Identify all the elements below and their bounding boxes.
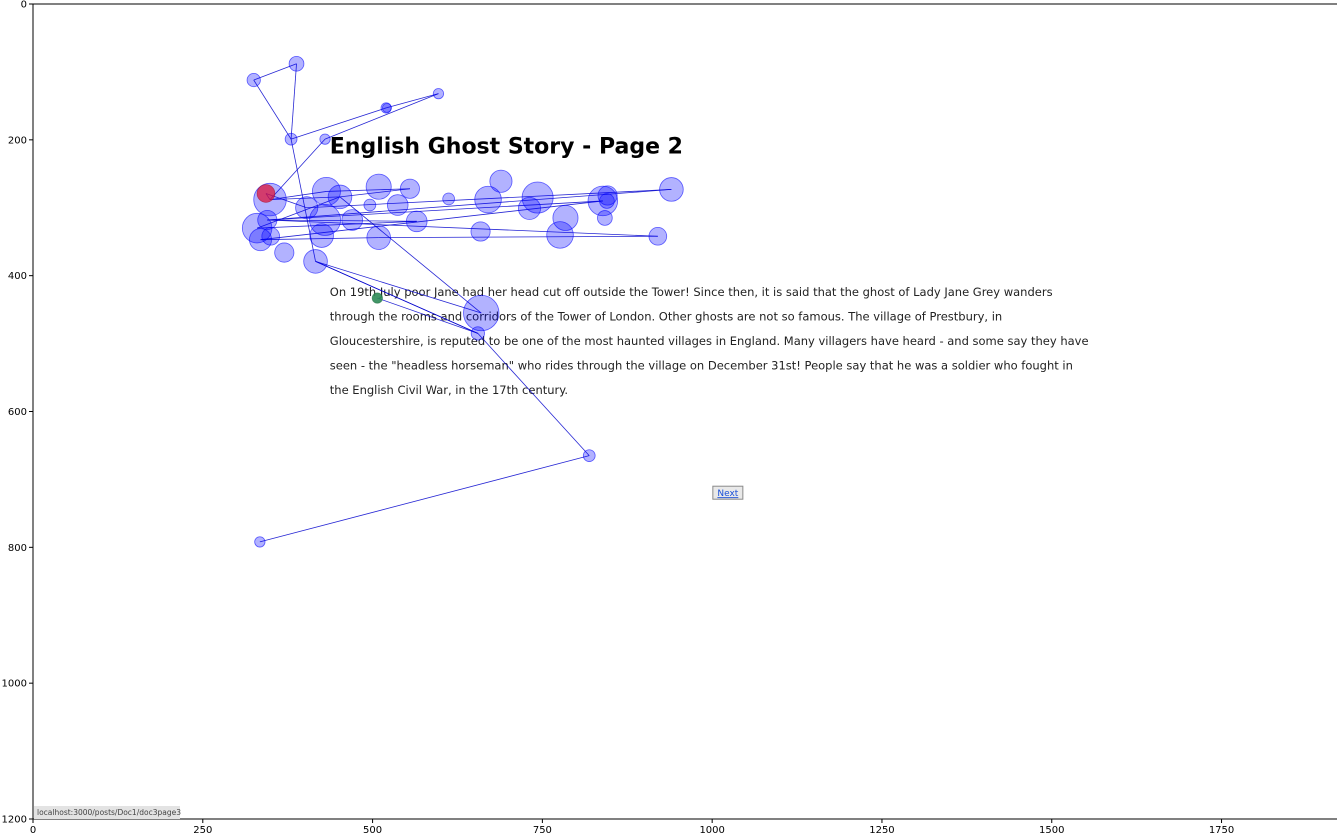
body-line: On 19th July poor Jane had her head cut …	[330, 285, 1053, 299]
y-tick-label: 400	[8, 271, 27, 282]
scanpath-segment	[315, 261, 479, 334]
x-tick-label: 1000	[699, 825, 724, 836]
fixation-point	[327, 184, 353, 210]
body-line: seen - the "headless horseman" who rides…	[330, 358, 1073, 372]
fixation-point	[463, 294, 500, 332]
scanpath-segment	[253, 79, 292, 140]
status-url: localhost:3000/posts/Doc1/doc3page3	[37, 808, 181, 817]
fixation-point	[274, 242, 295, 263]
fixation-point	[309, 204, 341, 236]
y-tick-label: 800	[8, 543, 27, 554]
body-line: Gloucestershire, is reputed to be one of…	[330, 334, 1089, 348]
y-tick-label: 200	[8, 135, 27, 146]
scanpath-segment	[257, 220, 417, 229]
fixation-point	[599, 193, 615, 209]
fixation-point	[241, 212, 273, 244]
scanpath-segment	[267, 219, 658, 237]
y-tick-label: 0	[21, 0, 27, 11]
next-button-box[interactable]	[712, 485, 744, 500]
y-tick-label: 1000	[2, 679, 27, 690]
scanpath-segment	[290, 107, 387, 140]
fixation-point	[246, 73, 261, 88]
fixation-point	[365, 173, 392, 200]
x-tick-label: 750	[533, 825, 552, 836]
fixation-point	[597, 185, 618, 206]
fixation-point	[254, 536, 266, 548]
fixation-point	[546, 221, 574, 249]
fixation-point	[521, 181, 554, 214]
fixation-point	[363, 198, 377, 212]
fixation-point	[311, 176, 341, 206]
fixation-point	[517, 196, 541, 220]
fixation-point	[474, 185, 502, 214]
fixation-point	[582, 449, 596, 462]
fixation-point	[366, 225, 391, 250]
fixation-point	[341, 209, 363, 231]
fixation-start-point	[371, 292, 383, 304]
fixation-point	[597, 210, 613, 226]
fixation-point	[659, 177, 684, 202]
fixation-point	[442, 192, 455, 206]
x-tick-label: 1250	[869, 825, 894, 836]
status-bar	[34, 806, 180, 819]
fixation-point	[386, 194, 409, 216]
scanpath-segment	[324, 93, 439, 140]
fixation-point	[489, 169, 513, 193]
x-tick-label: 250	[193, 825, 212, 836]
y-tick-label: 600	[8, 407, 27, 418]
fixation-point	[319, 133, 331, 145]
page-content: English Ghost Story - Page 2 On 19th Jul…	[34, 134, 1089, 819]
x-tick-label: 1750	[1209, 825, 1234, 836]
scanpath-segment	[290, 63, 297, 140]
page-body-text: On 19th July poor Jane had her head cut …	[330, 285, 1089, 397]
fixation-point	[288, 55, 305, 72]
fixation-point	[648, 226, 668, 246]
next-button-label[interactable]: Next	[717, 489, 738, 499]
fixation-points	[241, 55, 684, 548]
scanpath-segment	[386, 93, 439, 109]
fixation-point	[470, 221, 491, 242]
fixation-point	[257, 209, 278, 230]
page-title: English Ghost Story - Page 2	[330, 134, 683, 159]
fixation-point	[303, 249, 328, 274]
fixation-point	[399, 178, 420, 199]
fixation-point	[587, 185, 619, 217]
fixation-point	[309, 223, 334, 248]
fixation-point	[284, 132, 298, 146]
fixation-point	[552, 204, 579, 231]
fixation-point	[249, 228, 273, 252]
scanpath-segment	[315, 261, 482, 314]
scanpath-segment	[269, 138, 326, 200]
scanpath-segment	[267, 200, 603, 221]
fixation-point	[470, 326, 485, 341]
x-tick-label: 1500	[1039, 825, 1064, 836]
x-tick-label: 500	[363, 825, 382, 836]
scanpath-segment	[260, 237, 379, 241]
fixation-point	[432, 88, 445, 100]
body-line: the English Civil War, in the 17th centu…	[330, 383, 568, 397]
next-button[interactable]: Next	[712, 485, 744, 500]
fixation-point	[295, 196, 319, 220]
fixation-point	[382, 103, 392, 113]
scanpath-segment	[259, 455, 590, 543]
scanpath-segment	[378, 235, 658, 239]
fixation-end-point	[256, 184, 276, 203]
y-tick-label: 1200	[2, 815, 27, 826]
x-tick-label: 0	[30, 825, 36, 836]
scanpath-segment	[377, 297, 478, 334]
scanpath-segment	[477, 333, 590, 456]
scanpath-segment	[306, 189, 672, 209]
fixation-point	[405, 210, 428, 233]
scanpath-segment	[339, 196, 482, 314]
